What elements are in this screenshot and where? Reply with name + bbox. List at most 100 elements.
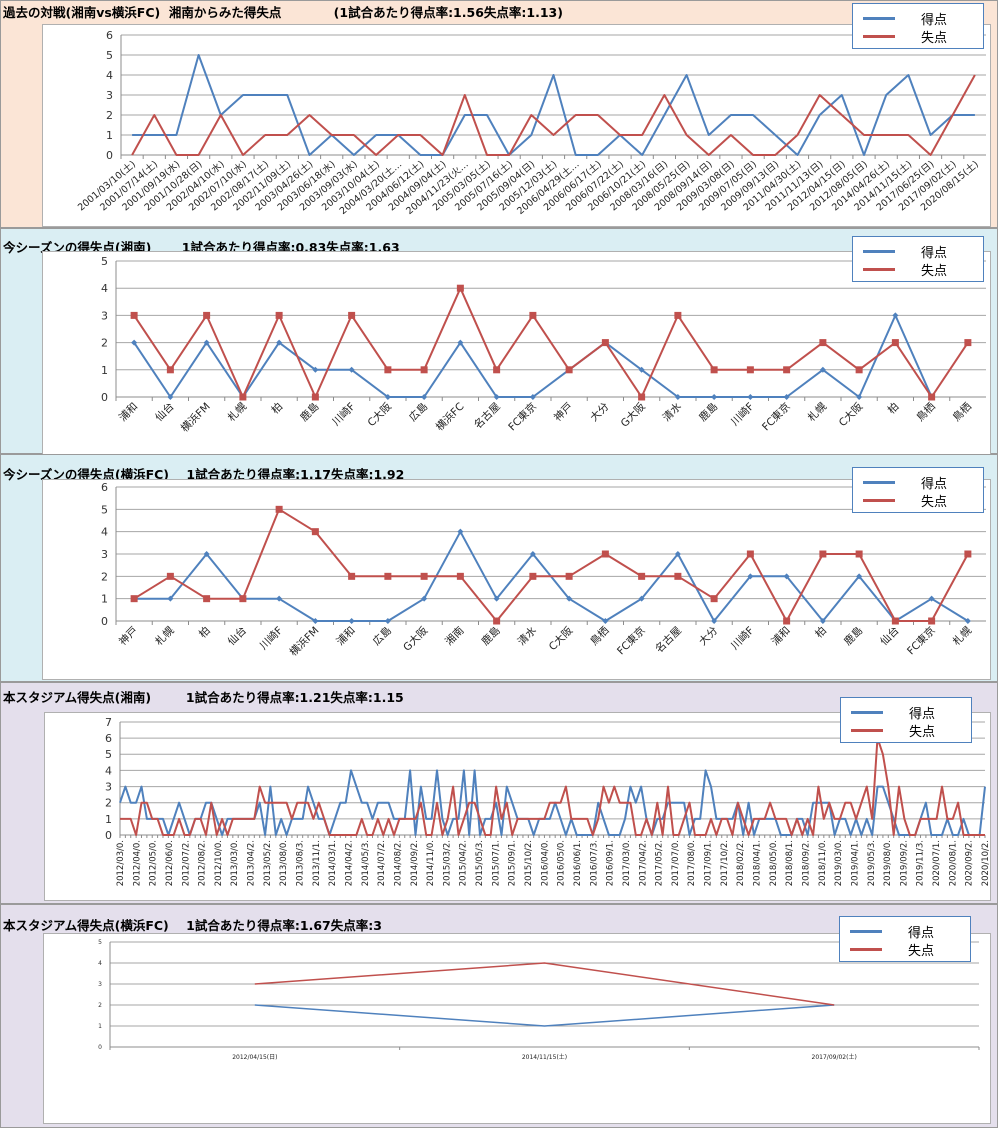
legend-item-conceded: 失点 xyxy=(851,722,935,740)
data-point-goals xyxy=(312,366,319,373)
x-tick-label: 2013/04/2. xyxy=(247,840,257,886)
chart-plot-area: 0 1 2 3 4 5 6 2001/03/10(土) 2001/07/14(土) 2001/09… xyxy=(42,24,991,227)
data-point-goals xyxy=(856,394,863,400)
x-tick-label: 2012/08/2. xyxy=(198,840,208,886)
legend-item-conceded: 失点 xyxy=(863,492,947,510)
data-point-goals xyxy=(131,339,138,346)
series-line-conceded xyxy=(120,737,985,836)
x-tick-label: 2014/11/15(土) xyxy=(522,1053,567,1061)
x-tick-label: C大阪 xyxy=(546,624,576,654)
y-tick-label: 5 xyxy=(98,939,102,946)
x-tick-label: 清水 xyxy=(660,400,684,424)
legend-item-goals: 得点 xyxy=(863,10,947,28)
x-tick-label: 鹿島 xyxy=(841,624,865,648)
data-point-goals xyxy=(602,618,609,624)
data-point-conceded xyxy=(348,572,356,580)
data-point-conceded xyxy=(638,393,646,401)
x-tick-label: 川崎F xyxy=(329,400,357,428)
x-tick-label: 神戸 xyxy=(551,400,575,424)
x-tick-label: FC東京 xyxy=(614,624,647,657)
x-tick-label: 名古屋 xyxy=(653,624,684,655)
x-tick-label: 2018/08/1. xyxy=(785,840,795,886)
x-tick-label: 鳥栖 xyxy=(950,400,974,424)
y-tick-label: 2 xyxy=(105,797,112,810)
x-tick-label: 2012/06/0. xyxy=(165,840,175,886)
series-line-goals xyxy=(254,1004,835,1027)
y-tick-label: 6 xyxy=(106,29,113,42)
x-tick-label: 川崎F xyxy=(728,624,756,652)
x-tick-label: 2013/03/0. xyxy=(230,840,240,886)
data-point-goals xyxy=(928,595,935,602)
x-tick-label: 2018/02/2. xyxy=(736,840,746,886)
x-tick-label: 2012/05/0. xyxy=(149,840,159,886)
y-tick-label: 0 xyxy=(105,829,112,842)
data-point-conceded xyxy=(746,366,754,374)
x-tick-label: 2012/04/0. xyxy=(132,840,142,886)
data-point-goals xyxy=(747,394,754,400)
data-point-conceded xyxy=(819,550,827,558)
x-tick-label: 2014/08/2. xyxy=(393,840,403,886)
chart-head-to-head: 01234562001/03/10(土)2001/07/14(土)2001/09… xyxy=(75,29,986,217)
x-tick-label: 横浜FM xyxy=(178,400,213,435)
chart-season-shonan: 012345浦和 仙台 横浜FM 札幌柏鹿島 川崎F C大阪 広島 横浜FC 名古屋 FC東京 神戸… xyxy=(101,255,986,435)
x-tick-label: 2020/09/2. xyxy=(965,840,975,886)
y-tick-label: 5 xyxy=(101,255,108,268)
x-tick-label: 湘南 xyxy=(442,624,466,648)
chart-plot-area: 0 1 2 3 4 5 6 神戸 札幌柏仙台 川崎F 横浜FM 浦和 広島 G大阪 湘南 鹿島 清水 C大阪 鳥栖 F… xyxy=(42,479,991,680)
data-point-conceded xyxy=(601,339,609,347)
data-point-conceded xyxy=(891,339,899,347)
data-point-conceded xyxy=(420,572,428,580)
chart-legend: 得点 失点 xyxy=(839,916,971,962)
legend-swatch-goals xyxy=(851,710,883,714)
x-tick-label: 鹿島 xyxy=(696,400,720,424)
y-tick-label: 3 xyxy=(98,981,102,988)
x-tick-label: 2018/09/2. xyxy=(801,840,811,886)
data-point-goals xyxy=(892,312,899,319)
data-point-goals xyxy=(566,595,573,602)
y-tick-label: 1 xyxy=(101,364,108,377)
x-tick-label: 2013/08/3. xyxy=(296,840,306,886)
data-point-goals xyxy=(674,394,681,400)
x-tick-label: 2012/03/0. xyxy=(116,840,126,886)
data-point-goals xyxy=(783,394,790,400)
y-tick-label: 6 xyxy=(101,481,108,494)
x-tick-label: G大阪 xyxy=(400,624,430,654)
y-tick-label: 5 xyxy=(105,748,112,761)
x-tick-label: 2013/11/1. xyxy=(312,840,322,886)
x-tick-label: 柏 xyxy=(812,624,829,641)
data-point-conceded xyxy=(311,528,319,536)
x-tick-label: 2014/03/1. xyxy=(328,840,338,886)
data-point-goals xyxy=(493,394,500,400)
data-point-goals xyxy=(529,551,536,557)
y-tick-label: 0 xyxy=(98,1044,102,1051)
legend-item-goals: 得点 xyxy=(863,474,947,492)
x-tick-label: 2019/11/3. xyxy=(916,840,926,886)
data-point-goals xyxy=(493,595,500,602)
x-tick-label: 2014/05/3. xyxy=(361,840,371,886)
x-tick-label: 2018/05/0. xyxy=(769,840,779,886)
data-point-goals xyxy=(638,366,645,373)
y-tick-label: 0 xyxy=(106,149,113,162)
data-point-conceded xyxy=(456,572,464,580)
chart-legend: 得点 失点 xyxy=(852,467,984,513)
y-tick-label: 1 xyxy=(106,129,113,142)
data-point-conceded xyxy=(964,339,972,347)
legend-swatch-conceded xyxy=(863,34,895,38)
x-tick-label: 2013/08/0. xyxy=(279,840,289,886)
x-tick-label: 柏 xyxy=(269,400,286,417)
data-point-conceded xyxy=(384,572,392,580)
data-point-conceded xyxy=(203,311,211,319)
x-tick-label: 浦和 xyxy=(116,400,140,424)
x-tick-label: 2013/05/2. xyxy=(263,840,273,886)
legend-item-conceded: 失点 xyxy=(863,261,948,279)
y-tick-label: 3 xyxy=(106,89,113,102)
legend-label-conceded: 失点 xyxy=(921,263,948,279)
data-point-conceded xyxy=(964,550,972,558)
legend-item-goals: 得点 xyxy=(850,923,934,941)
chart-stadium-yokohamafc: 0 1 2 3 4 5 2012/04/15(日) 2014/11/15(土) 2017/09/… xyxy=(98,939,980,1061)
x-tick-label: 2017/05/2. xyxy=(655,840,665,886)
x-tick-label: 札幌 xyxy=(152,624,176,648)
legend-item-goals: 得点 xyxy=(851,704,935,722)
x-tick-label: 2017/07/0. xyxy=(671,840,681,886)
y-tick-label: 5 xyxy=(101,503,108,516)
